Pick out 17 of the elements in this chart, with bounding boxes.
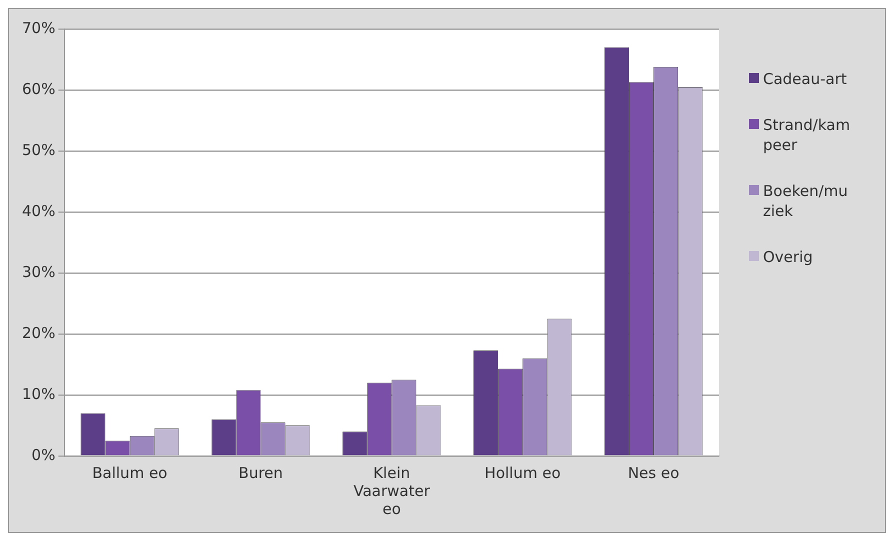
y-tick-label: 50% — [22, 140, 56, 159]
legend-label: Boeken/muziek — [763, 181, 849, 221]
y-tick-label: 30% — [22, 262, 56, 281]
y-tick-label: 60% — [22, 80, 56, 98]
y-tick-label: 20% — [22, 324, 56, 342]
x-tick-label: Buren — [238, 464, 283, 482]
y-tick-label: 10% — [22, 384, 56, 403]
y-tick-label: 70% — [22, 18, 56, 37]
y-tick-label: 0% — [32, 446, 56, 464]
x-tick-label: Ballum eo — [92, 464, 168, 482]
x-tick-label: Klein Vaarwater eo — [353, 464, 431, 518]
legend-label: Overig — [763, 247, 814, 267]
legend-label: Cadeau-art — [763, 69, 848, 89]
legend-label: Strand/kampeer — [763, 115, 852, 155]
y-tick-label: 40% — [22, 202, 56, 220]
x-tick-label: Nes eo — [628, 464, 680, 482]
x-tick-label: Hollum eo — [484, 464, 561, 482]
